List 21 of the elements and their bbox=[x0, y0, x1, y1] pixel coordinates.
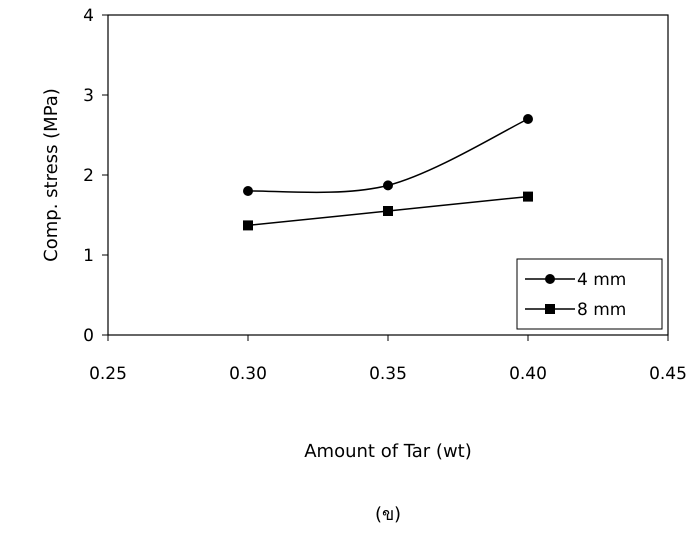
point bbox=[523, 114, 533, 124]
legend-label: 8 mm bbox=[577, 300, 626, 320]
x-tick-label: 0.30 bbox=[229, 364, 267, 384]
y-tick-label: 1 bbox=[83, 246, 94, 266]
x-tick-label: 0.25 bbox=[89, 364, 127, 384]
point bbox=[383, 180, 393, 190]
x-tick-label: 0.40 bbox=[509, 364, 547, 384]
x-tick-label: 0.35 bbox=[369, 364, 407, 384]
point bbox=[523, 192, 533, 202]
text: (ข) bbox=[374, 504, 402, 525]
y-tick-label: 2 bbox=[83, 166, 94, 186]
y-axis-title: Comp. stress (MPa) bbox=[41, 88, 62, 262]
x-tick-label: 0.45 bbox=[649, 364, 687, 384]
point bbox=[243, 220, 253, 230]
point bbox=[243, 186, 253, 196]
point bbox=[383, 206, 393, 216]
x-axis-title: Amount of Tar (wt) bbox=[304, 441, 472, 462]
y-tick-label: 4 bbox=[83, 6, 94, 26]
legend-label: 4 mm bbox=[577, 270, 626, 290]
y-tick-label: 0 bbox=[83, 326, 94, 346]
y-tick-label: 3 bbox=[83, 86, 94, 106]
